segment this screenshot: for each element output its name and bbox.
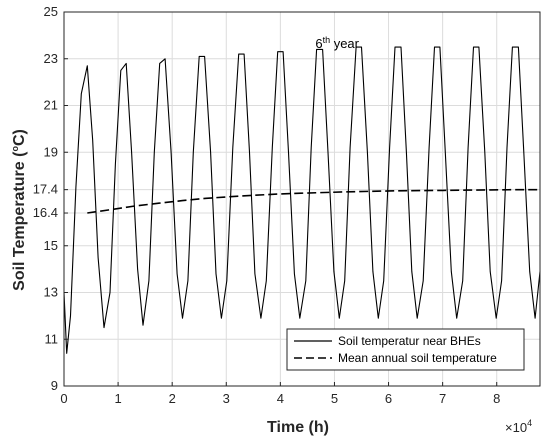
legend: Soil temperatur near BHEs Mean annual so… <box>286 328 525 371</box>
y-tick-label: 17.4 <box>33 182 58 197</box>
x-tick-label: 4 <box>277 391 284 406</box>
x-tick-label: 1 <box>114 391 121 406</box>
y-tick-label: 19 <box>44 144 58 159</box>
y-tick-label: 9 <box>51 378 58 393</box>
y-tick-label: 16.4 <box>33 205 58 220</box>
series-lines <box>63 46 541 354</box>
sixth-year-annotation: 6th year <box>315 35 359 51</box>
legend-item-soil-temperature: Soil temperatur near BHEs <box>338 334 481 348</box>
y-axis-label: Soil Temperature (oC) <box>10 129 28 291</box>
y-tick-label: 21 <box>44 98 58 113</box>
x-tick-label: 8 <box>493 391 500 406</box>
x-tick-label: 0 <box>60 391 67 406</box>
y-tick-label: 11 <box>45 331 59 346</box>
plot-area-border <box>63 11 541 387</box>
y-tick-label: 13 <box>44 285 58 300</box>
x-tick-label: 6 <box>385 391 392 406</box>
x-tick-label: 5 <box>331 391 338 406</box>
y-tick-label: 23 <box>44 51 58 66</box>
x-axis-multiplier: ×104 <box>505 418 532 435</box>
grid-lines <box>63 11 540 387</box>
legend-box <box>286 328 525 371</box>
series-line-mean-annual <box>87 188 540 214</box>
legend-item-mean-annual: Mean annual soil temperature <box>338 351 497 365</box>
x-tick-label: 2 <box>169 391 176 406</box>
y-tick-label: 25 <box>44 4 58 19</box>
series-line-soil-temperature <box>63 46 541 354</box>
x-tick-label: 7 <box>439 391 446 406</box>
y-tick-label: 15 <box>44 238 58 253</box>
x-tick-label: 3 <box>223 391 230 406</box>
x-axis-label: Time (h) <box>267 419 329 436</box>
